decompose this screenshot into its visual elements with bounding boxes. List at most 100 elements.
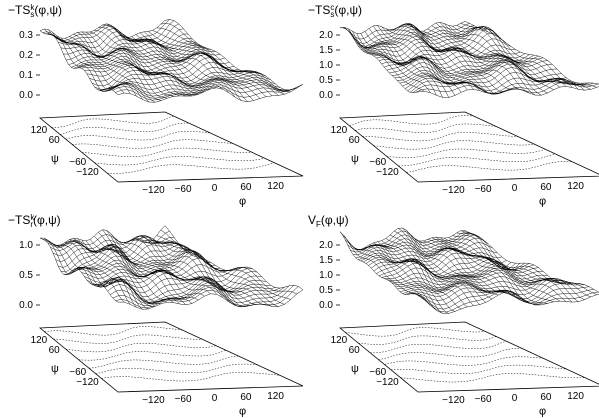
phi-tick-label: 60 <box>240 392 252 403</box>
surface-mesh <box>339 21 599 98</box>
mesh-line-phi <box>65 246 212 276</box>
base-plane <box>338 321 599 393</box>
z-tick-label: 1.5 <box>319 45 333 56</box>
phi-tick-label: 0 <box>212 393 218 404</box>
psi-tick-label: 120 <box>331 335 348 346</box>
mesh-line-phi <box>115 286 299 309</box>
z-tick-label: 0.0 <box>319 90 333 101</box>
contour-line <box>370 341 507 354</box>
z-tick-label: 1.0 <box>319 270 333 281</box>
z-tick-label: 0.2 <box>19 50 33 61</box>
base-plane <box>338 111 599 183</box>
psi-tick-label: 120 <box>331 125 348 136</box>
psi-tick-label: −120 <box>376 377 399 388</box>
phi-tick-label: −60 <box>475 394 492 405</box>
phi-axis-label: φ <box>539 195 546 207</box>
contour-line <box>60 122 189 135</box>
phi-tick-label: −60 <box>475 184 492 195</box>
z-tick-label: 1.0 <box>319 60 333 71</box>
psi-tick-label: −120 <box>76 167 99 178</box>
psi-tick-label: 120 <box>31 125 48 136</box>
mesh-line-psi <box>339 27 419 93</box>
psi-tick-label: −120 <box>376 167 399 178</box>
contour-line <box>398 153 556 167</box>
mesh-line-phi <box>417 291 599 314</box>
mesh-line-phi <box>412 289 594 310</box>
phi-tick-label: 0 <box>512 183 518 194</box>
phi-tick-label: −60 <box>175 394 192 405</box>
psi-tick-label: −60 <box>369 157 386 168</box>
mesh-line-psi <box>464 21 599 85</box>
mesh-line-psi <box>164 19 304 91</box>
phi-tick-label: 60 <box>540 392 552 403</box>
contour-line <box>95 363 257 375</box>
contour-line <box>53 334 203 344</box>
phi-tick-label: −120 <box>142 185 165 196</box>
mesh-line-psi <box>69 239 162 305</box>
mesh-line-phi <box>417 86 599 98</box>
contour-line <box>78 349 226 361</box>
mesh-line-phi <box>415 82 599 95</box>
z-tick-label: 0.3 <box>19 30 33 41</box>
contour-line <box>358 335 497 345</box>
psi-axis-label: ψ <box>51 363 59 375</box>
phi-axis-label: φ <box>239 195 246 207</box>
mesh-line-psi <box>414 238 530 303</box>
z-tick-label: 2.0 <box>319 30 333 41</box>
contour-line <box>384 356 544 366</box>
contour-line <box>88 355 239 369</box>
mesh-line-phi <box>339 21 466 34</box>
mesh-line-psi <box>148 31 279 96</box>
psi-tick-label: 60 <box>49 135 61 146</box>
phi-tick-label: −60 <box>175 184 192 195</box>
mesh-line-phi <box>118 289 304 310</box>
contour-lines <box>44 326 280 382</box>
mesh-line-phi <box>73 250 225 275</box>
panel-title: −TSk r(φ,ψ) <box>8 213 61 229</box>
mesh-line-psi <box>148 242 279 307</box>
base-plane <box>38 321 304 393</box>
contour-line <box>390 364 567 374</box>
contour-line <box>406 161 572 173</box>
phi-tick-label: −120 <box>442 185 465 196</box>
mesh-line-phi <box>112 285 294 306</box>
contour-line <box>101 372 280 382</box>
contour-line <box>378 348 522 361</box>
contour-lines <box>51 115 275 174</box>
surface-panel-4: VF(φ,ψ)2.01.51.00.50.012060−60−120ψ−120−… <box>308 213 599 417</box>
phi-tick-label: 120 <box>267 391 284 402</box>
psi-tick-label: −60 <box>369 367 386 378</box>
contour-line <box>81 147 252 157</box>
psi-tick-label: 60 <box>349 135 361 146</box>
psi-axis-label: ψ <box>351 153 359 165</box>
mesh-line-phi <box>412 79 594 95</box>
contour-lines <box>349 115 572 173</box>
z-tick-label: 0.0 <box>19 90 33 101</box>
mesh-line-phi <box>97 72 267 92</box>
contour-line <box>349 115 474 127</box>
mesh-line-phi <box>410 77 590 94</box>
contour-line <box>400 373 585 383</box>
mesh-line-psi <box>152 240 285 305</box>
z-tick-label: 0.5 <box>319 285 333 296</box>
psi-axis-label: ψ <box>351 363 359 375</box>
mesh-line-psi <box>144 242 273 307</box>
phi-tick-label: 120 <box>267 181 284 192</box>
mesh-line-psi <box>44 237 125 303</box>
surface-mesh <box>39 19 304 103</box>
mesh-line-phi <box>110 284 290 305</box>
mesh-line-phi <box>110 82 290 97</box>
mesh-line-phi <box>345 23 475 44</box>
mesh-line-phi <box>117 84 304 103</box>
base-plane <box>38 111 304 183</box>
phi-tick-label: 120 <box>567 181 584 192</box>
contour-line <box>386 148 546 158</box>
mesh-line-phi <box>415 289 599 313</box>
z-tick-label: 0.0 <box>319 300 333 311</box>
mesh-line-psi <box>160 229 297 295</box>
z-tick-label: 0.5 <box>19 270 33 281</box>
contour-line <box>345 327 486 337</box>
z-tick-label: 1.0 <box>19 240 33 251</box>
